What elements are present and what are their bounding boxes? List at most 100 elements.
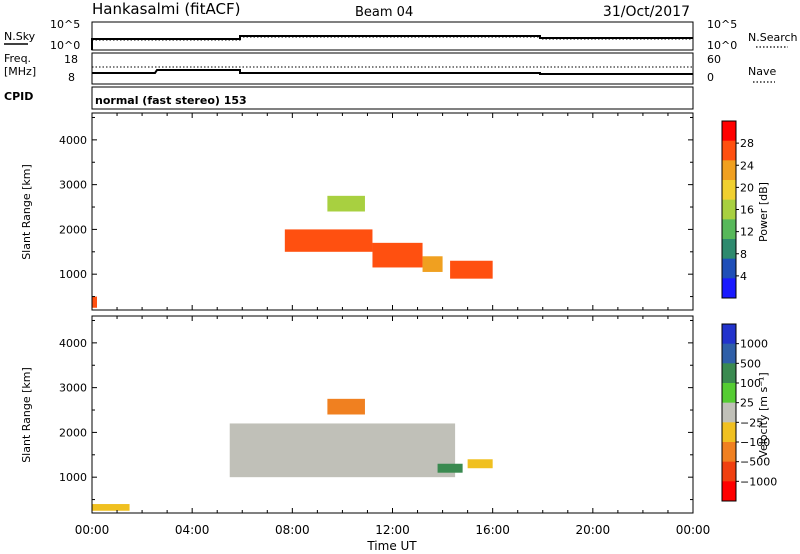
power-cbar-tick-label: 28 (740, 137, 754, 150)
velocity-cbar-swatch (722, 343, 736, 364)
velocity-cbar-tick-label: −500 (740, 456, 770, 469)
velocity-ytick-label: 2000 (59, 426, 87, 439)
x-tick-label: 04:00 (175, 523, 210, 537)
beam-title: Beam 04 (355, 5, 413, 20)
nsky-frame (91, 21, 694, 51)
velocity-region (327, 398, 365, 415)
velocity-cbar-tick-label: 25 (740, 397, 754, 410)
power-marks (92, 195, 493, 308)
power-cbar-swatch (722, 278, 736, 299)
freq-tick-bottom: 8 (68, 71, 75, 84)
power-ytick-label: 3000 (59, 179, 87, 192)
x-axis-label: Time UT (366, 539, 417, 553)
velocity-ylabel: Slant Range [km] (20, 367, 33, 463)
power-cbar-swatch (722, 239, 736, 260)
power-cbar-swatch (722, 140, 736, 161)
cpid-frame (91, 86, 694, 110)
cpid-label: CPID (4, 90, 33, 103)
velocity-cbar-tick-label: −100 (740, 436, 770, 449)
power-y-axis: 1000 2000 3000 4000 (59, 113, 694, 310)
velocity-cbar-tick-label: −1000 (740, 475, 777, 488)
velocity-region (437, 463, 463, 473)
nsearch-tick-top: 10^5 (707, 18, 737, 31)
nave-label: Nave (748, 65, 776, 78)
x-tick-label: 00:00 (75, 523, 110, 537)
x-tick-label: 16:00 (475, 523, 510, 537)
freq-frame (91, 52, 694, 85)
nsearch-label: N.Search (748, 31, 798, 44)
velocity-frame (91, 315, 694, 514)
power-ytick-label: 4000 (59, 134, 87, 147)
cpid-panel: CPID normal (fast stereo) 153 (4, 86, 694, 110)
velocity-cbar-swatch (722, 442, 736, 463)
power-cbar-tick-label: 16 (740, 204, 754, 217)
velocity-cbar-frame (721, 323, 737, 502)
x-tick-label: 20:00 (576, 523, 611, 537)
velocity-cbar-tick-label: 1000 (740, 338, 768, 351)
power-region (284, 229, 373, 252)
nave-tick-bottom: 0 (707, 71, 714, 84)
velocity-colorbar: 1000 500 100 25 −25 −100 −500 −1000 (721, 323, 777, 502)
nave-tick-top: 60 (707, 53, 721, 66)
power-cbar-label: Power [dB] (757, 182, 770, 242)
power-region (450, 260, 493, 279)
power-cbar-swatch (722, 121, 736, 142)
velocity-region (229, 423, 456, 478)
velocity-region (92, 504, 130, 511)
freq-tick-top: 18 (64, 53, 78, 66)
cpid-text: normal (fast stereo) 153 (95, 94, 247, 107)
velocity-cbar-swatch (722, 383, 736, 404)
power-cbar-swatch (722, 160, 736, 181)
velocity-cbar-tick-label: −25 (740, 416, 763, 429)
nsky-panel: N.Sky 10^5 10^0 10^5 10^0 N.Search (4, 18, 798, 52)
power-cbar-tick-label: 8 (740, 248, 747, 261)
freq-panel: Freq. [MHz] 18 8 60 0 Nave (4, 52, 776, 85)
power-cbar-tick-label: 12 (740, 226, 754, 239)
power-cbar-swatch (722, 180, 736, 201)
velocity-marks (92, 398, 493, 511)
velocity-ytick-label: 4000 (59, 337, 87, 350)
freq-trace (92, 69, 693, 75)
power-cbar-swatch (722, 199, 736, 220)
power-colorbar: 4 8 12 16 20 24 28 (721, 120, 754, 299)
nsearch-tick-bottom: 10^0 (707, 39, 737, 52)
power-ytick-label: 1000 (59, 268, 87, 281)
x-tick-label: 12:00 (375, 523, 410, 537)
nsky-tick-bottom: 10^0 (50, 39, 80, 52)
power-panel: 1000 2000 3000 4000 Slant Range [km] 4 8 12 16… (20, 112, 770, 311)
nsky-trace (91, 35, 693, 50)
velocity-cbar-swatch (722, 481, 736, 502)
freq-label-2: [MHz] (4, 65, 36, 78)
velocity-cbar-swatch (722, 461, 736, 482)
station-title: Hankasalmi (fitACF) (92, 0, 240, 18)
velocity-cbar-swatch (722, 363, 736, 384)
velocity-region (467, 459, 493, 469)
velocity-cbar-swatch (722, 324, 736, 345)
velocity-cbar-swatch (722, 402, 736, 423)
nsky-tick-top: 10^5 (50, 18, 80, 31)
velocity-cbar-label: Velocity [m s⁻¹] (757, 372, 770, 457)
power-ylabel: Slant Range [km] (20, 164, 33, 260)
x-axis: 00:00 04:00 08:00 12:00 16:00 20:00 00:00 (75, 523, 711, 537)
power-region (92, 296, 98, 308)
power-frame (91, 112, 694, 311)
power-cbar-swatch (722, 219, 736, 240)
nsky-label: N.Sky (4, 30, 36, 43)
velocity-cbar-tick-label: 500 (740, 357, 761, 370)
power-region (372, 242, 423, 268)
velocity-y-axis: 1000 2000 3000 4000 (59, 316, 694, 513)
freq-label-1: Freq. (4, 52, 31, 65)
power-cbar-tick-label: 24 (740, 159, 754, 172)
power-region (422, 256, 443, 272)
velocity-ytick-label: 3000 (59, 382, 87, 395)
velocity-panel: 1000 2000 3000 4000 Slant Range [km] 1000 50… (20, 315, 777, 514)
nsearch-trace (92, 36, 693, 41)
velocity-cbar-tick-label: 100 (740, 377, 761, 390)
date-title: 31/Oct/2017 (603, 4, 690, 20)
power-cbar-swatch (722, 258, 736, 279)
x-tick-label: 08:00 (275, 523, 310, 537)
velocity-cbar-swatch (722, 422, 736, 443)
power-region (327, 195, 365, 212)
power-cbar-tick-label: 20 (740, 181, 754, 194)
